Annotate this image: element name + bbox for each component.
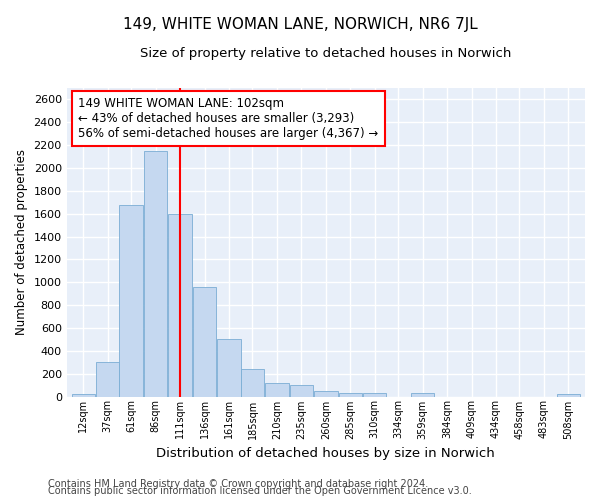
Bar bbox=[265, 383, 289, 396]
Bar bbox=[193, 287, 216, 397]
Text: 149 WHITE WOMAN LANE: 102sqm
← 43% of detached houses are smaller (3,293)
56% of: 149 WHITE WOMAN LANE: 102sqm ← 43% of de… bbox=[79, 97, 379, 140]
Bar bbox=[338, 393, 362, 396]
Bar bbox=[96, 362, 119, 396]
Text: 149, WHITE WOMAN LANE, NORWICH, NR6 7JL: 149, WHITE WOMAN LANE, NORWICH, NR6 7JL bbox=[122, 18, 478, 32]
Bar bbox=[411, 393, 434, 396]
Bar bbox=[314, 391, 338, 396]
Bar bbox=[241, 368, 264, 396]
Text: Contains public sector information licensed under the Open Government Licence v3: Contains public sector information licen… bbox=[48, 486, 472, 496]
Bar bbox=[217, 339, 241, 396]
Title: Size of property relative to detached houses in Norwich: Size of property relative to detached ho… bbox=[140, 48, 512, 60]
Bar bbox=[363, 393, 386, 396]
X-axis label: Distribution of detached houses by size in Norwich: Distribution of detached houses by size … bbox=[157, 447, 495, 460]
Bar bbox=[290, 385, 313, 396]
Y-axis label: Number of detached properties: Number of detached properties bbox=[15, 150, 28, 336]
Bar bbox=[144, 151, 167, 396]
Text: Contains HM Land Registry data © Crown copyright and database right 2024.: Contains HM Land Registry data © Crown c… bbox=[48, 479, 428, 489]
Bar bbox=[71, 394, 95, 396]
Bar bbox=[119, 204, 143, 396]
Bar bbox=[557, 394, 580, 396]
Bar bbox=[169, 214, 192, 396]
